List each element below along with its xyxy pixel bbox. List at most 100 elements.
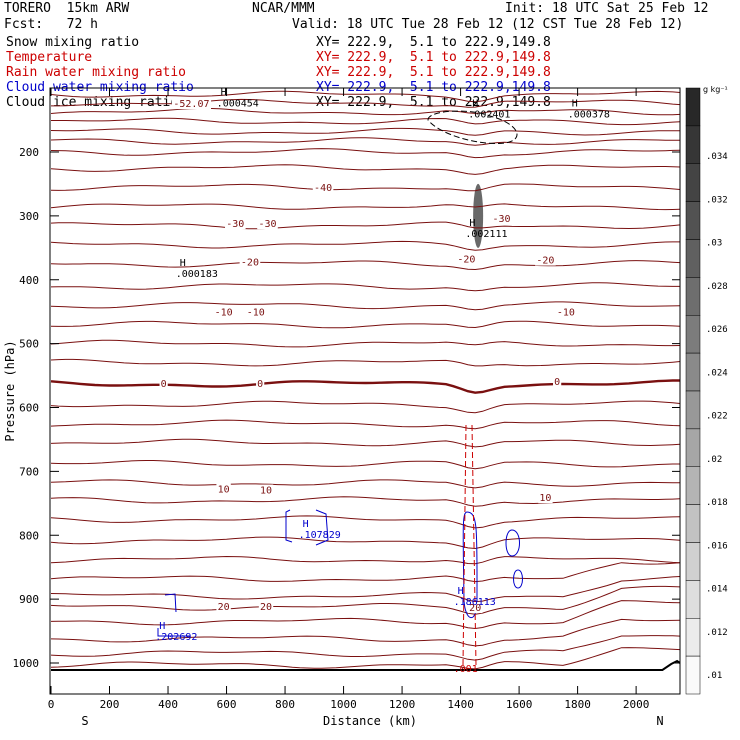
isotherm: [50, 137, 680, 146]
forecast-label: Fcst: 72 h: [4, 17, 98, 32]
isotherm: [50, 585, 681, 615]
isotherm: [50, 515, 681, 529]
x-tick-label: 1200: [389, 698, 416, 711]
extremum-mark: H: [572, 98, 578, 109]
contour-label-bg: [213, 306, 234, 318]
extremum-value: .001: [454, 664, 478, 675]
contour-label-bg: [245, 306, 267, 318]
isotherm: [50, 260, 681, 271]
contour-label: 0: [161, 379, 167, 390]
contour-label-bg: [239, 256, 261, 268]
colorbar-label: .022: [706, 412, 728, 422]
legend-xy-temperature: XY= 222.9, 5.1 to 222.9,149.8: [316, 50, 551, 65]
contour-label: -10: [557, 307, 575, 318]
contour-label-bg: [171, 98, 212, 110]
contour-label-bg: [257, 218, 278, 230]
contour-label: -20: [457, 254, 475, 265]
contour-label: 0: [554, 377, 560, 388]
colorbar-swatch: [685, 277, 701, 316]
y-tick-label: 300: [19, 210, 39, 223]
isotherm: [50, 479, 681, 489]
x-tick-label: 800: [275, 698, 295, 711]
cloud-water-contour: [513, 569, 523, 589]
colorbar-swatch: [685, 466, 701, 505]
legend-xy-snow: XY= 222.9, 5.1 to 222.9,149.8: [316, 35, 551, 50]
colorbar-swatch: [685, 580, 701, 619]
extremum-mark: H: [458, 586, 464, 597]
colorbar-label: .014: [706, 585, 728, 595]
cloud-water-contour: [285, 509, 329, 546]
contour-label: 10: [539, 493, 551, 504]
surface-line: [51, 659, 681, 671]
contour-label-bg: [538, 492, 553, 504]
extremum-value: .202692: [155, 632, 197, 643]
north-label: N: [656, 714, 663, 728]
plot-frame: [49, 87, 681, 695]
colorbar-swatch: [685, 504, 701, 543]
snow-maximum: [473, 183, 484, 248]
contour-label: 0: [257, 379, 263, 390]
colorbar-swatch: [685, 618, 701, 657]
x-tick-label: 2000: [623, 698, 650, 711]
y-tick-label: 900: [19, 593, 39, 606]
isotherm: [50, 618, 681, 647]
isotherm: [50, 203, 681, 211]
cloud-water-contour: [157, 593, 190, 637]
isotherm: [50, 183, 681, 192]
contour-label: -30: [226, 219, 244, 230]
contour-label: 10: [218, 484, 230, 495]
south-label: S: [81, 714, 88, 728]
isotherm: [50, 127, 681, 136]
extremum-mark: H: [303, 519, 309, 530]
contour-label: -10: [215, 307, 233, 318]
isotherm: [50, 562, 681, 583]
contour-label: -52.07: [173, 99, 209, 110]
contour-label: 20: [469, 603, 481, 614]
isotherm: [50, 600, 681, 630]
contour-label: -40: [314, 183, 332, 194]
contour-label: -20: [241, 258, 259, 269]
isotherm: [50, 320, 681, 329]
isotherm: [50, 496, 681, 507]
x-tick-label: 600: [217, 698, 237, 711]
legend-name-rain: Rain water mixing ratio: [6, 65, 187, 80]
colorbar-label: .016: [706, 541, 728, 551]
colorbar-swatch: [685, 239, 701, 278]
contour-label-bg: [312, 181, 334, 193]
contour-label-bg: [216, 483, 231, 495]
isotherm: [50, 301, 681, 311]
isotherm: [50, 460, 680, 470]
contour-label-bg: [258, 484, 274, 496]
legend-xy-rain: XY= 222.9, 5.1 to 222.9,149.8: [316, 65, 551, 80]
colorbar-swatch: [685, 163, 701, 202]
colorbar-label: .034: [706, 152, 728, 162]
colorbar-label: .012: [706, 628, 728, 638]
contour-label-bg: [258, 600, 274, 612]
colorbar-swatch: [685, 655, 701, 695]
colorbar-swatch: [685, 390, 701, 430]
isotherm: [50, 536, 681, 550]
colorbar-label: .01: [706, 671, 722, 681]
contour-label: -10: [247, 307, 265, 318]
x-axis: 0 200 400 600 800 1000 1200 1400 1600 1800 2000: [48, 88, 650, 711]
isotherm: [50, 107, 681, 116]
x-tick-label: 1400: [447, 698, 474, 711]
y-tick-label: 500: [19, 338, 39, 351]
isotherm: [50, 400, 681, 414]
extremum-mark: H: [221, 88, 227, 99]
y-tick-label: 800: [19, 529, 39, 542]
contour-label-bg: [491, 213, 512, 225]
x-tick-label: 1800: [564, 698, 591, 711]
colorbar-label: .024: [706, 368, 728, 378]
extremum-value: .000378: [568, 109, 610, 120]
y-tick-label: 400: [19, 274, 39, 287]
y-tick-label: 1000: [13, 657, 40, 670]
colorbar-swatch: [685, 352, 701, 392]
extremum-value: .002401: [468, 109, 510, 120]
isotherm: [50, 419, 681, 430]
colorbar-swatch: [685, 87, 701, 127]
contour-labels: -52.07 -40 -30 -30 -30 -20 -20 -20 -10 -10 -10 0 0 0 1…: [159, 98, 577, 614]
isotherm: [50, 358, 681, 367]
x-tick-label: 0: [48, 698, 55, 711]
valid-label: Valid: 18 UTC Tue 28 Feb 12 (12 CST Tue …: [292, 17, 684, 32]
